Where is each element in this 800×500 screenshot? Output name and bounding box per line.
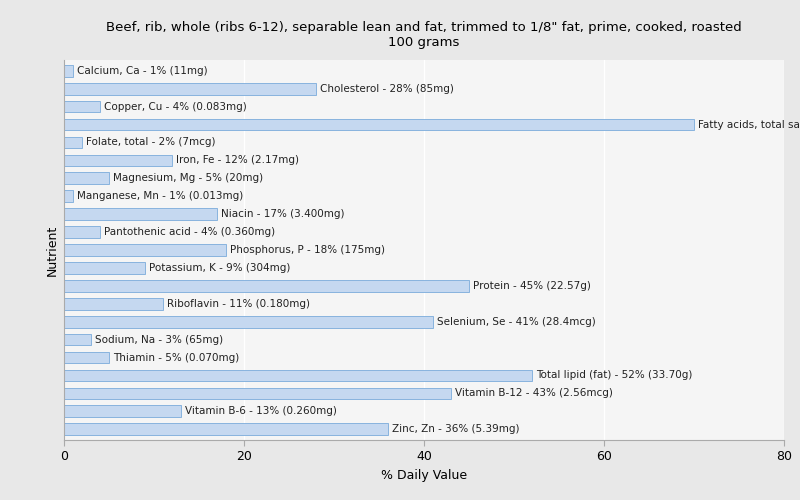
Bar: [64, 83, 316, 94]
Text: Total lipid (fat) - 52% (33.70g): Total lipid (fat) - 52% (33.70g): [535, 370, 692, 380]
Text: Folate, total - 2% (7mcg): Folate, total - 2% (7mcg): [86, 138, 215, 147]
Y-axis label: Nutrient: Nutrient: [46, 224, 58, 276]
Bar: [64, 388, 451, 399]
Bar: [64, 262, 145, 274]
Bar: [64, 154, 172, 166]
Bar: [64, 65, 73, 76]
Bar: [64, 172, 109, 184]
Text: Pantothenic acid - 4% (0.360mg): Pantothenic acid - 4% (0.360mg): [104, 227, 274, 237]
Text: Riboflavin - 11% (0.180mg): Riboflavin - 11% (0.180mg): [166, 299, 310, 309]
Text: Calcium, Ca - 1% (11mg): Calcium, Ca - 1% (11mg): [77, 66, 207, 76]
Text: Iron, Fe - 12% (2.17mg): Iron, Fe - 12% (2.17mg): [176, 156, 298, 166]
Bar: [64, 280, 469, 291]
Text: Vitamin B-12 - 43% (2.56mcg): Vitamin B-12 - 43% (2.56mcg): [454, 388, 613, 398]
Bar: [64, 424, 388, 435]
Bar: [64, 190, 73, 202]
Bar: [64, 406, 181, 417]
Text: Magnesium, Mg - 5% (20mg): Magnesium, Mg - 5% (20mg): [113, 174, 262, 184]
Text: Potassium, K - 9% (304mg): Potassium, K - 9% (304mg): [149, 263, 290, 273]
X-axis label: % Daily Value: % Daily Value: [381, 469, 467, 482]
Text: Cholesterol - 28% (85mg): Cholesterol - 28% (85mg): [320, 84, 454, 94]
Bar: [64, 226, 100, 238]
Text: Vitamin B-6 - 13% (0.260mg): Vitamin B-6 - 13% (0.260mg): [185, 406, 337, 416]
Text: Manganese, Mn - 1% (0.013mg): Manganese, Mn - 1% (0.013mg): [77, 191, 243, 201]
Bar: [64, 370, 532, 382]
Bar: [64, 316, 433, 328]
Bar: [64, 136, 82, 148]
Bar: [64, 334, 91, 345]
Bar: [64, 352, 109, 364]
Text: Selenium, Se - 41% (28.4mcg): Selenium, Se - 41% (28.4mcg): [437, 316, 595, 326]
Text: Thiamin - 5% (0.070mg): Thiamin - 5% (0.070mg): [113, 352, 239, 362]
Text: Protein - 45% (22.57g): Protein - 45% (22.57g): [473, 281, 590, 291]
Text: Niacin - 17% (3.400mg): Niacin - 17% (3.400mg): [221, 209, 344, 219]
Title: Beef, rib, whole (ribs 6-12), separable lean and fat, trimmed to 1/8" fat, prime: Beef, rib, whole (ribs 6-12), separable …: [106, 21, 742, 49]
Text: Zinc, Zn - 36% (5.39mg): Zinc, Zn - 36% (5.39mg): [392, 424, 519, 434]
Text: Fatty acids, total saturated - 70% (13.960g): Fatty acids, total saturated - 70% (13.9…: [698, 120, 800, 130]
Bar: [64, 244, 226, 256]
Text: Phosphorus, P - 18% (175mg): Phosphorus, P - 18% (175mg): [230, 245, 385, 255]
Bar: [64, 298, 163, 310]
Bar: [64, 101, 100, 112]
Text: Sodium, Na - 3% (65mg): Sodium, Na - 3% (65mg): [94, 334, 222, 344]
Text: Copper, Cu - 4% (0.083mg): Copper, Cu - 4% (0.083mg): [104, 102, 246, 112]
Bar: [64, 118, 694, 130]
Bar: [64, 208, 217, 220]
